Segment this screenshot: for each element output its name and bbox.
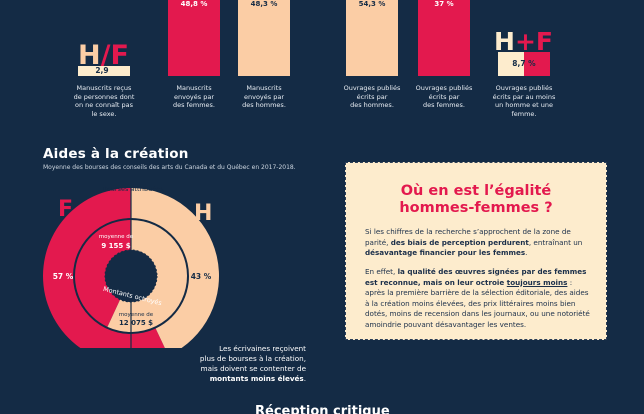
f-amount-small: moyenne de — [99, 234, 134, 240]
donut-slice-0-f — [43, 188, 165, 348]
donut-slice-1-h — [107, 220, 187, 332]
caption-published-men: Ouvrages publiés écrits par des hommes. — [343, 84, 401, 110]
donut-slice-1-f — [74, 220, 131, 327]
h-letter: H — [194, 201, 212, 226]
bottom-heading: Réception critique — [255, 404, 390, 414]
section-subtitle: Moyenne des bourses des conseils des art… — [43, 164, 296, 171]
bar-pct-label: 54,3 % — [358, 0, 386, 8]
donut-chart: F H Bourses attribuées 57 % 43 % Montant… — [43, 185, 220, 348]
caption-manuscripts-men: Manuscrits envoyés par des hommes. — [242, 84, 286, 110]
equality-panel: Où en est l’égalité hommes-femmes ? Si l… — [345, 162, 607, 340]
caption-published-both: Ouvrages publiés écrits par au moins un … — [492, 84, 556, 118]
f-letter: F — [58, 197, 73, 222]
bar-pct-label: 48,8 % — [180, 0, 208, 8]
panel-title: Où en est l’égalité hommes-femmes ? — [399, 183, 553, 216]
bar-pct-label: 48,3 % — [250, 0, 278, 8]
section-title: Aides à la création — [43, 146, 189, 162]
panel-paragraph-2: En effet, la qualité des œuvres signées … — [365, 267, 590, 329]
caption-manuscripts-women: Manuscrits envoyés par des femmes. — [173, 84, 215, 110]
f-outer-pct: 57 % — [53, 272, 74, 281]
chart-note: Les écrivaines reçoivent plus de bourses… — [199, 344, 306, 383]
bar-pct-label: 37 % — [434, 0, 454, 8]
bar-published-women: 37 % — [418, 0, 470, 76]
hf-both-bar-light — [498, 52, 524, 76]
hf-both-bar-red — [524, 52, 550, 76]
donut-slice-0-h — [131, 188, 220, 348]
f-amount: 9 155 $ — [101, 242, 130, 250]
hf-both-label: H+F — [494, 27, 553, 56]
caption-unknown: Manuscrits reçus de personnes dont on ne… — [73, 84, 135, 118]
donut-layer — [43, 188, 220, 348]
bar-manuscripts-men: 48,3 % — [238, 0, 290, 76]
h-amount-small: moyenne de — [119, 312, 154, 318]
hf-both-pct: 8,7 % — [512, 59, 536, 68]
bar-manuscripts-women: 48,8 % — [168, 0, 220, 76]
caption-published-women: Ouvrages publiés écrits par des femmes. — [415, 84, 473, 110]
outer-ring-label: Bourses attribuées — [102, 185, 164, 193]
h-outer-pct: 43 % — [191, 272, 212, 281]
hf-unknown-label: H/F — [78, 40, 129, 71]
bar-published-men: 54,3 % — [346, 0, 398, 76]
h-amount: 12 075 $ — [119, 319, 153, 327]
hf-unknown-pct: 2,9 — [92, 67, 112, 75]
panel-paragraph-1: Si les chiffres de la recherche s’approc… — [365, 227, 583, 258]
